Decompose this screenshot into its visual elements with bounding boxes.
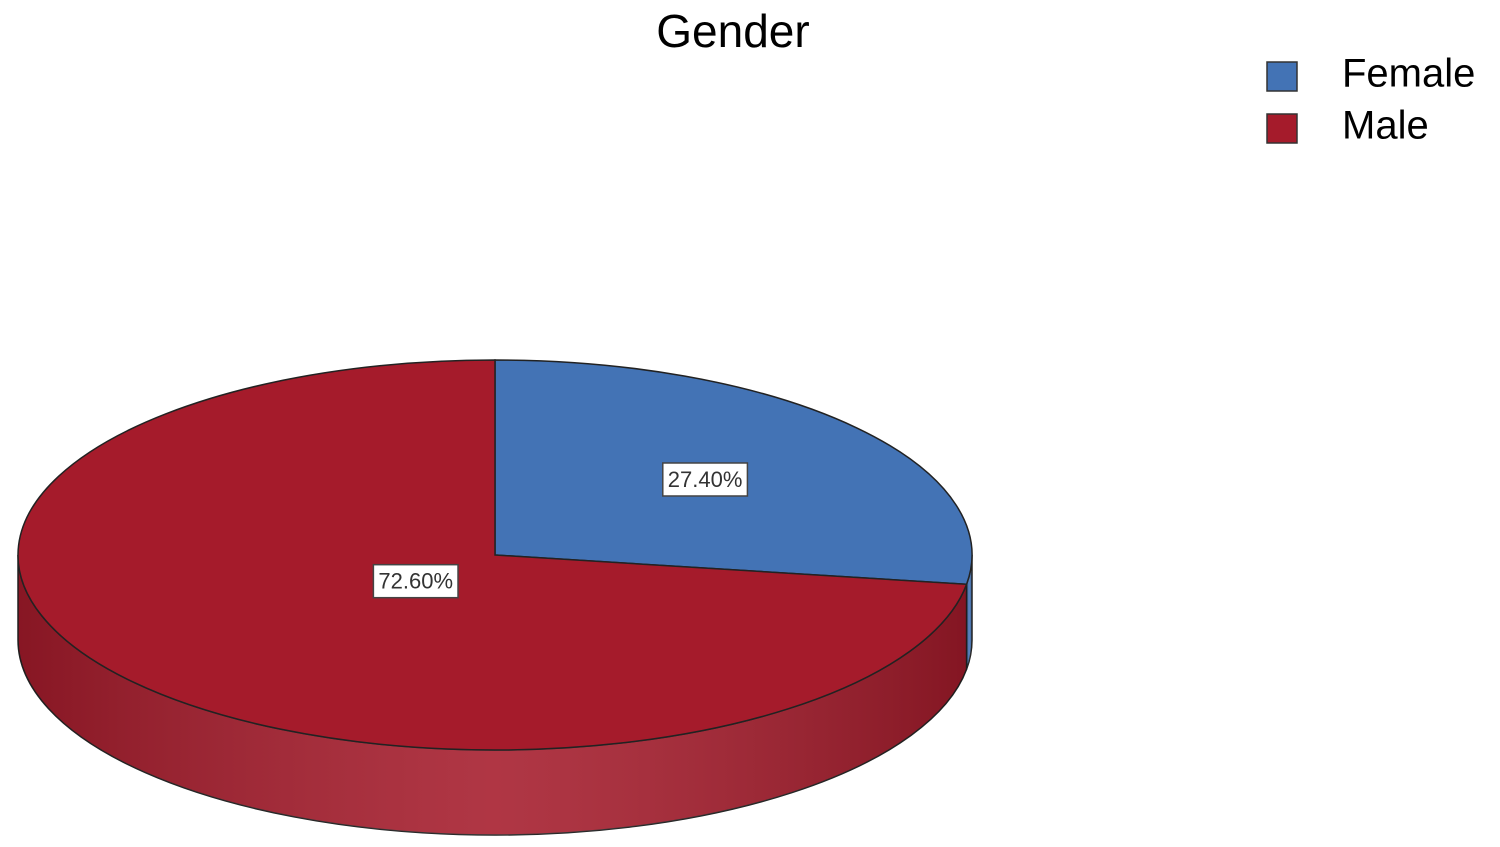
slice-side-shade — [966, 555, 972, 670]
value-label-box — [372, 563, 459, 599]
legend-text: Male — [1342, 104, 1429, 148]
chart-title: Gender — [656, 5, 809, 57]
slice — [17, 359, 968, 751]
legend-swatch — [1266, 61, 1298, 92]
legend-text: Female — [1342, 52, 1475, 96]
value-label: 72.60% — [378, 569, 453, 594]
legend-swatch — [1266, 113, 1298, 144]
value-label-box — [662, 462, 749, 497]
value-label: 27.40% — [668, 467, 743, 492]
slice-side-shade — [18, 555, 967, 835]
